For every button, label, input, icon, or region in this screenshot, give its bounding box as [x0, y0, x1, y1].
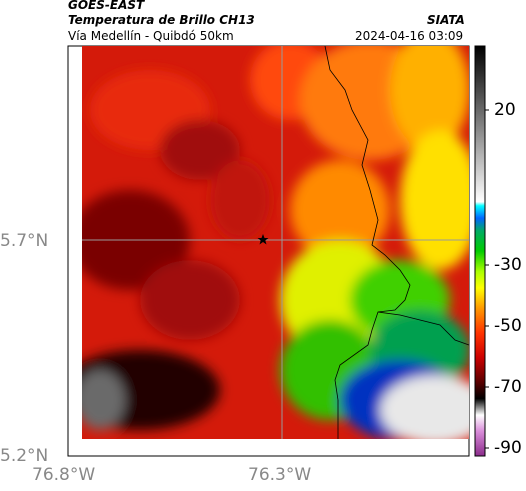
region-label: Vía Medellín - Quibdó 50km	[68, 29, 234, 43]
lon-label-76-8: 76.8°W	[32, 465, 96, 485]
colorbar-tick-minus90: -90	[494, 438, 522, 458]
temperature-field	[82, 46, 469, 439]
product-title: Temperatura de Brillo CH13	[68, 13, 255, 27]
colorbar-tick-minus30: -30	[494, 255, 522, 275]
timestamp-label: 2024-04-16 03:09	[355, 29, 464, 43]
satellite-label: GOES-EAST	[68, 0, 145, 12]
lat-label-5-2: 5.2°N	[0, 446, 49, 466]
department-border-east	[377, 311, 470, 346]
lon-label-76-3: 76.3°W	[248, 465, 312, 485]
colorbar	[474, 45, 486, 457]
star-icon	[257, 234, 269, 245]
colorbar-tick-minus50: -50	[494, 316, 522, 336]
colorbar-tick-20: 20	[494, 100, 516, 120]
department-border	[324, 45, 411, 439]
colorbar-tick-minus70: -70	[494, 377, 522, 397]
institution-label: SIATA	[427, 13, 465, 27]
lat-label-5-7: 5.7°N	[0, 231, 49, 251]
